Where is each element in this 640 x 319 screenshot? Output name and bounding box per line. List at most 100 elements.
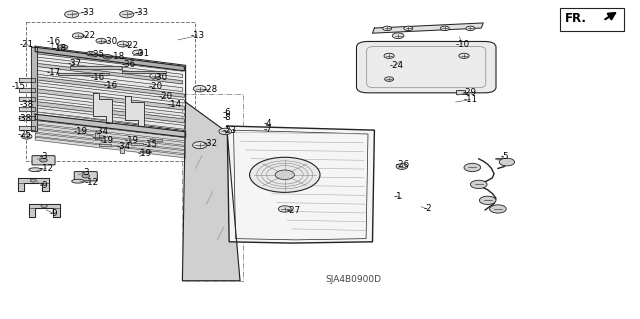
Polygon shape xyxy=(35,77,184,97)
Polygon shape xyxy=(125,96,144,126)
Polygon shape xyxy=(35,96,184,116)
Text: -25: -25 xyxy=(18,130,32,139)
Text: -38: -38 xyxy=(19,100,33,109)
Polygon shape xyxy=(95,133,99,139)
Circle shape xyxy=(278,206,291,212)
Text: -31: -31 xyxy=(136,49,150,58)
Text: -13: -13 xyxy=(191,31,205,40)
Polygon shape xyxy=(35,101,184,123)
Polygon shape xyxy=(35,121,186,141)
Text: -37: -37 xyxy=(67,59,81,68)
Text: -15: -15 xyxy=(144,140,158,149)
Text: -29: -29 xyxy=(462,88,476,97)
Text: -9: -9 xyxy=(40,181,48,190)
Polygon shape xyxy=(35,46,186,131)
Polygon shape xyxy=(19,88,35,92)
Circle shape xyxy=(440,26,449,31)
FancyBboxPatch shape xyxy=(74,172,97,181)
Circle shape xyxy=(490,205,506,213)
Polygon shape xyxy=(31,47,37,131)
Text: -28: -28 xyxy=(204,85,218,94)
Text: -3: -3 xyxy=(82,168,90,177)
Text: SJA4B0900D: SJA4B0900D xyxy=(325,275,381,284)
Polygon shape xyxy=(29,204,60,217)
Text: -6: -6 xyxy=(223,108,231,117)
Text: -10: -10 xyxy=(456,40,470,48)
Text: -16: -16 xyxy=(91,73,105,82)
FancyBboxPatch shape xyxy=(32,156,55,165)
Polygon shape xyxy=(18,178,49,191)
Ellipse shape xyxy=(29,168,42,172)
Text: -22: -22 xyxy=(125,41,139,50)
Polygon shape xyxy=(99,144,111,146)
Circle shape xyxy=(466,26,475,31)
Polygon shape xyxy=(182,102,240,281)
Circle shape xyxy=(117,41,129,47)
Polygon shape xyxy=(19,97,35,101)
Text: -26: -26 xyxy=(396,160,410,169)
Polygon shape xyxy=(58,73,109,75)
Circle shape xyxy=(120,11,134,18)
Polygon shape xyxy=(227,126,374,243)
Circle shape xyxy=(396,164,408,169)
Text: -32: -32 xyxy=(204,139,218,148)
Circle shape xyxy=(383,26,392,31)
Text: -34: -34 xyxy=(116,142,131,151)
Polygon shape xyxy=(35,133,186,154)
Text: -15: -15 xyxy=(12,82,26,91)
Text: -21: -21 xyxy=(19,40,33,48)
Circle shape xyxy=(464,163,481,172)
Text: -9: -9 xyxy=(50,209,58,218)
FancyBboxPatch shape xyxy=(356,41,496,93)
Polygon shape xyxy=(70,66,122,69)
Circle shape xyxy=(72,33,84,39)
Circle shape xyxy=(275,170,294,180)
Polygon shape xyxy=(35,70,182,92)
Text: -18: -18 xyxy=(52,44,67,53)
Text: -34: -34 xyxy=(95,127,109,136)
Polygon shape xyxy=(120,147,124,153)
Polygon shape xyxy=(150,139,162,141)
Circle shape xyxy=(193,142,207,149)
Polygon shape xyxy=(35,114,186,137)
Text: -35: -35 xyxy=(91,50,105,59)
Circle shape xyxy=(459,53,469,58)
Circle shape xyxy=(22,134,32,139)
Text: -16: -16 xyxy=(104,81,118,90)
Text: -7: -7 xyxy=(264,125,272,134)
Circle shape xyxy=(58,45,68,50)
Circle shape xyxy=(385,77,394,81)
Polygon shape xyxy=(35,63,182,84)
Text: -19: -19 xyxy=(74,127,88,136)
Polygon shape xyxy=(131,143,143,145)
Text: -11: -11 xyxy=(464,95,478,104)
Text: -22: -22 xyxy=(82,31,96,40)
Text: -14: -14 xyxy=(168,100,182,109)
Text: -4: -4 xyxy=(264,119,272,128)
Circle shape xyxy=(86,51,95,56)
Text: -30: -30 xyxy=(154,73,168,82)
Text: -19: -19 xyxy=(99,136,113,145)
Circle shape xyxy=(65,11,79,18)
Polygon shape xyxy=(35,49,182,71)
Polygon shape xyxy=(372,23,483,33)
Circle shape xyxy=(30,179,36,182)
Text: -27: -27 xyxy=(287,206,301,215)
Polygon shape xyxy=(140,151,151,152)
Circle shape xyxy=(219,128,232,135)
Text: -20: -20 xyxy=(148,82,163,91)
Polygon shape xyxy=(35,89,184,110)
Text: -23: -23 xyxy=(223,126,237,135)
Text: -38: -38 xyxy=(18,114,32,122)
Text: -3: -3 xyxy=(40,152,48,161)
FancyBboxPatch shape xyxy=(560,8,624,31)
Text: -12: -12 xyxy=(84,178,99,187)
Circle shape xyxy=(82,174,90,178)
Polygon shape xyxy=(19,116,35,120)
Text: -8: -8 xyxy=(223,113,231,122)
Text: -36: -36 xyxy=(122,60,136,69)
Text: -24: -24 xyxy=(389,61,403,70)
Polygon shape xyxy=(122,71,166,73)
Circle shape xyxy=(132,50,143,55)
Circle shape xyxy=(150,73,160,78)
